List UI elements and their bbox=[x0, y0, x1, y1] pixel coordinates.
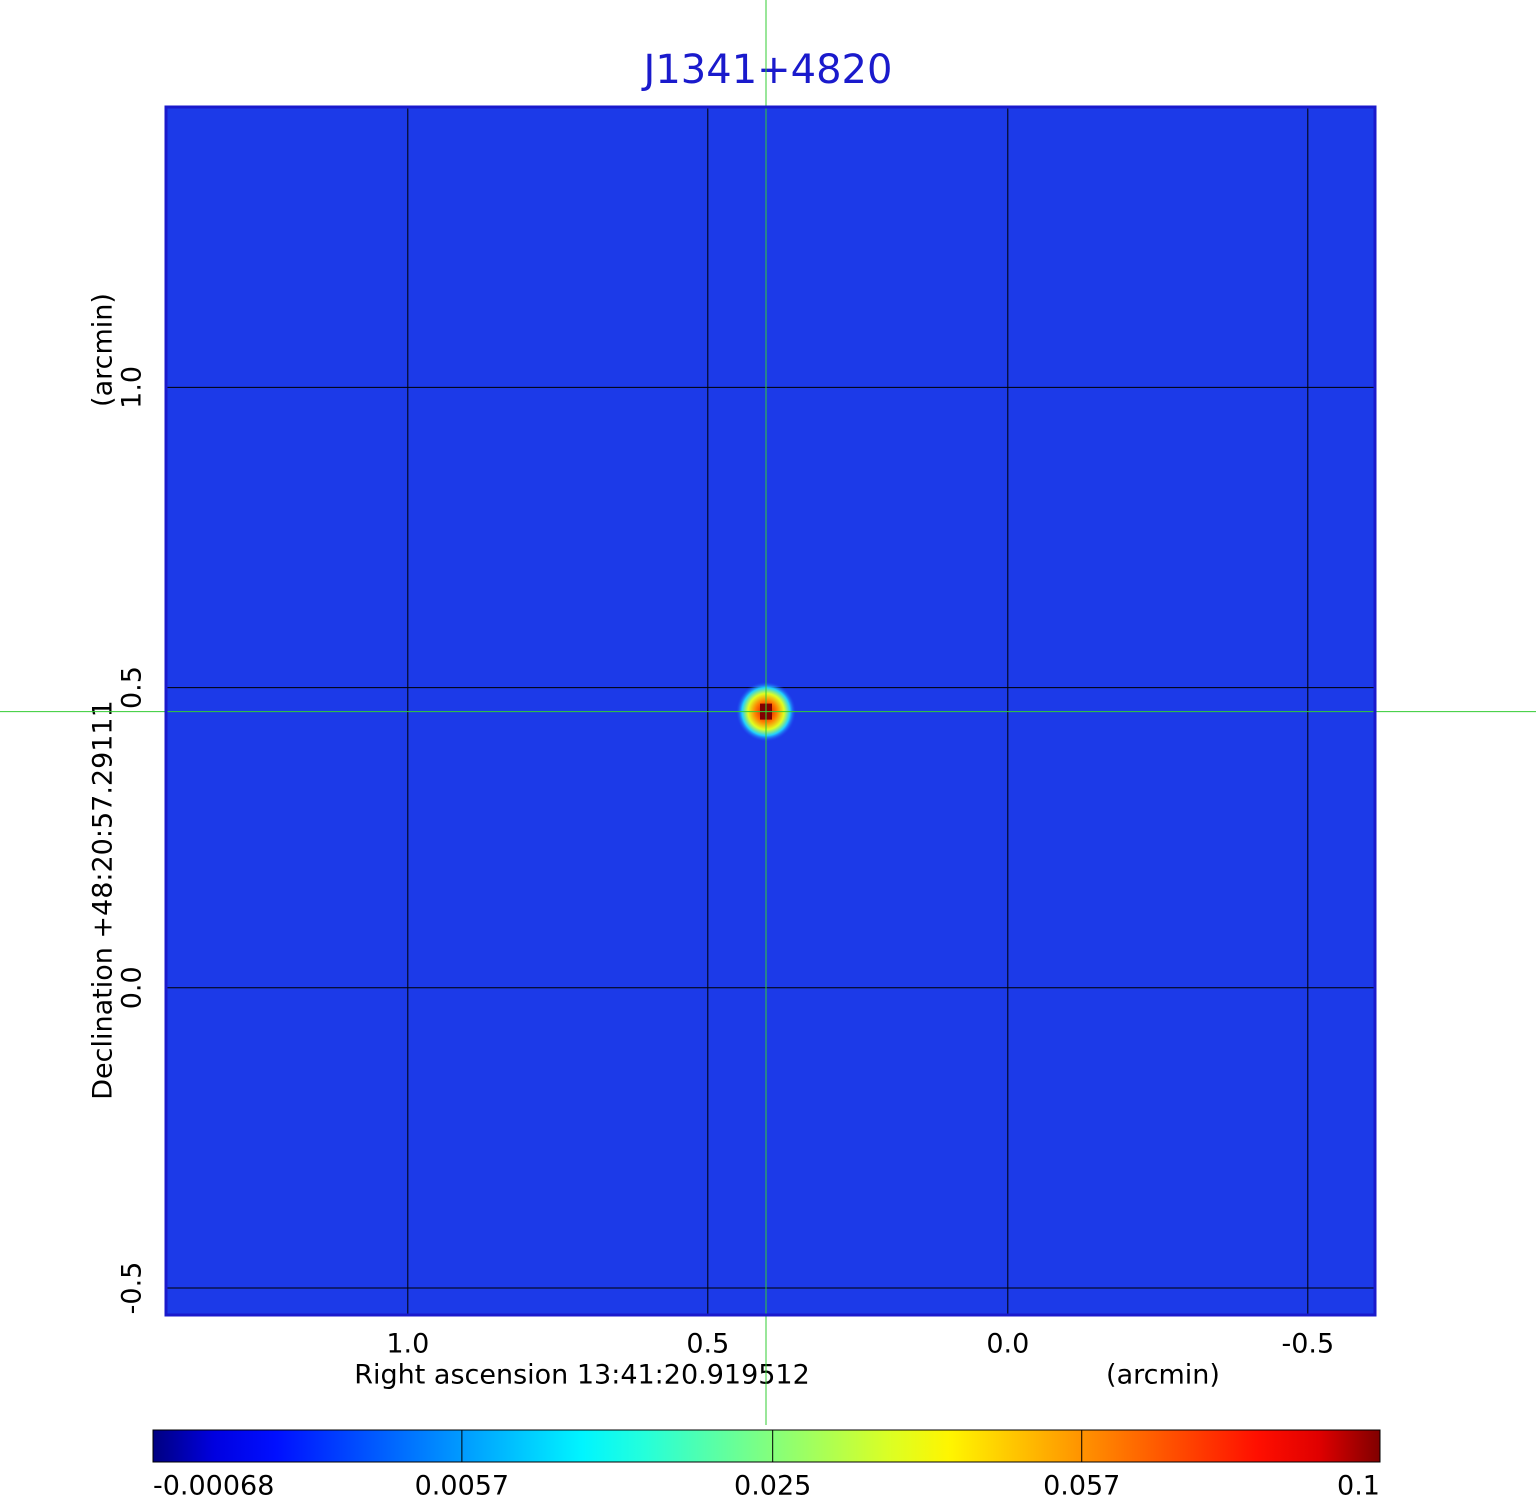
colorbar-tick-label: 0.057 bbox=[1043, 1471, 1120, 1500]
colorbar-tick-label: -0.00068 bbox=[153, 1471, 274, 1500]
y-tick-label: 0.0 bbox=[117, 966, 148, 1009]
y-tick-label: 1.0 bbox=[117, 366, 148, 409]
y-tick-label: -0.5 bbox=[117, 1262, 148, 1315]
colorbar-tick-label: 0.1 bbox=[1337, 1471, 1380, 1500]
x-tick-label: 0.0 bbox=[986, 1329, 1029, 1360]
x-tick-label: 1.0 bbox=[386, 1329, 429, 1360]
y-axis-label: Declination +48:20:57.29111 bbox=[88, 700, 119, 1100]
x-axis-label: Right ascension 13:41:20.919512 bbox=[354, 1360, 810, 1391]
colorbar-tick-label: 0.025 bbox=[734, 1471, 811, 1500]
x-tick-label: -0.5 bbox=[1281, 1329, 1334, 1360]
frame bbox=[164, 105, 1377, 1317]
y-axis-unit: (arcmin) bbox=[88, 293, 119, 407]
x-tick-label: 0.5 bbox=[686, 1329, 729, 1360]
y-tick-label: 0.5 bbox=[117, 666, 148, 709]
x-axis-unit: (arcmin) bbox=[1106, 1360, 1220, 1391]
colorbar-tick-label: 0.0057 bbox=[415, 1471, 509, 1500]
colorbar bbox=[152, 1429, 1381, 1463]
